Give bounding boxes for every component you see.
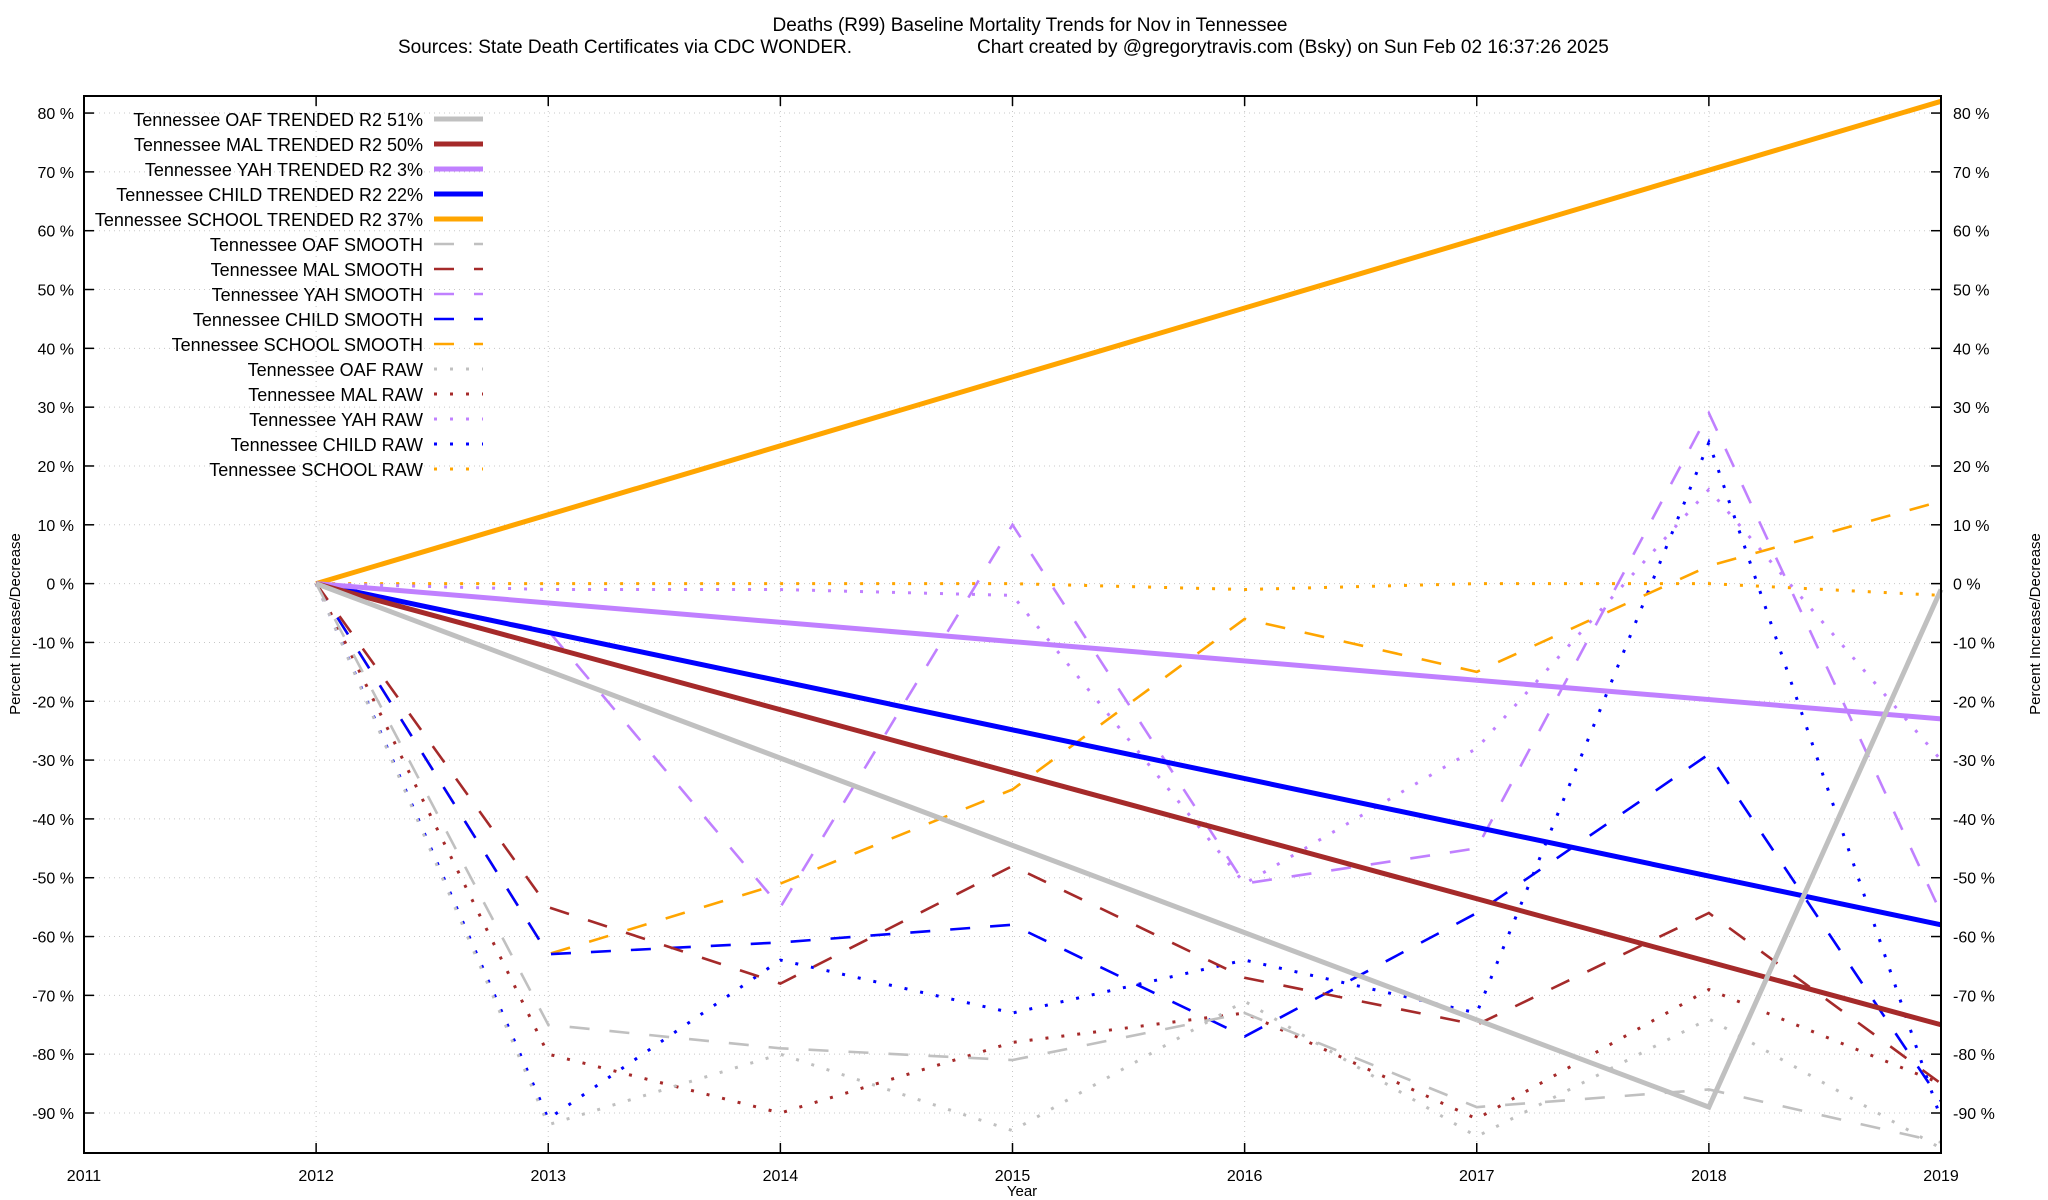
y-tick-label: 30 % (38, 400, 74, 417)
chart-subtitle-sources: Sources: State Death Certificates via CD… (398, 37, 852, 58)
y2-tick-label: -90 % (1953, 1106, 1995, 1123)
y-tick-label: 10 % (38, 518, 74, 535)
series-line-solid (315, 98, 1942, 587)
series-line-dashed (315, 582, 1943, 1102)
x-tick-label: 2011 (67, 1168, 102, 1185)
legend-label: Tennessee SCHOOL TRENDED R2 37% (95, 210, 423, 230)
y2-tick-label: 0 % (1953, 577, 1981, 594)
y2-tick-label: -50 % (1953, 871, 1995, 888)
y2-tick-label: -10 % (1953, 635, 1995, 652)
series-line-dotted (316, 582, 1942, 597)
y2-tick-label: -40 % (1953, 812, 1995, 829)
y-tick-label: 20 % (38, 459, 74, 476)
legend-label: Tennessee OAF TRENDED R2 51% (133, 110, 423, 130)
y-tick-label: -90 % (32, 1106, 74, 1123)
axes: 2011 2012 2013 2014 2015 2016 2017 2018 2019 80 %… (32, 96, 1995, 1185)
y-tick-label: -10 % (32, 635, 74, 652)
y2-tick-label: -70 % (1953, 988, 1995, 1005)
chart-subtitle-credit: Chart created by @gregorytravis.com (Bsk… (977, 37, 1609, 58)
y-tick-label: -20 % (32, 694, 74, 711)
y-tick-label: 80 % (38, 106, 74, 123)
y-tick-label: -40 % (32, 812, 74, 829)
x-tick-label: 2018 (1691, 1168, 1727, 1185)
y-tick-label: -80 % (32, 1047, 74, 1064)
legend-label: Tennessee SCHOOL RAW (209, 460, 423, 480)
series-line-solid (315, 581, 1944, 1111)
x-tick-label: 2012 (298, 1168, 334, 1185)
legend-label: Tennessee YAH TRENDED R2 3% (145, 160, 423, 180)
y2-tick-label: 60 % (1953, 224, 1989, 241)
series-line-dotted (316, 487, 1943, 886)
series-line-solid (315, 581, 1942, 722)
y-tick-label: 40 % (38, 341, 74, 358)
x-tick-label: 2013 (530, 1168, 566, 1185)
y-tick-label: -30 % (32, 753, 74, 770)
series-line-dotted (314, 582, 1942, 1121)
legend-label: Tennessee OAF RAW (248, 360, 423, 380)
x-axis-label: Year (1007, 1183, 1037, 1200)
series-layer (314, 98, 1944, 1150)
x-tick-label: 2015 (995, 1168, 1031, 1185)
y2-tick-label: -30 % (1953, 753, 1995, 770)
y-tick-label: 70 % (38, 165, 74, 182)
legend-label: Tennessee CHILD TRENDED R2 22% (116, 185, 423, 205)
x-tick-label: 2017 (1459, 1168, 1495, 1185)
legend: Tennessee OAF TRENDED R2 51% Tennessee MA… (95, 110, 483, 480)
legend-label: Tennessee MAL RAW (248, 385, 423, 405)
legend-label: Tennessee SCHOOL SMOOTH (172, 335, 423, 355)
y2-tick-label: 10 % (1953, 518, 1989, 535)
y2-axis-label: Percent Increase/Decrease (2027, 533, 2044, 715)
y-tick-label: 50 % (38, 283, 74, 300)
series-line-dashed (315, 582, 1942, 1085)
series-line-dashed (314, 583, 1942, 1144)
y-tick-label: -50 % (32, 871, 74, 888)
y-tick-label: -60 % (32, 930, 74, 947)
y-tick-label: 60 % (38, 224, 74, 241)
legend-label: Tennessee MAL TRENDED R2 50% (134, 135, 423, 155)
series-line-solid (315, 581, 1942, 928)
y2-tick-label: 80 % (1953, 106, 1989, 123)
series-line-solid (315, 581, 1942, 1028)
legend-label: Tennessee CHILD SMOOTH (193, 310, 423, 330)
x-tick-label: 2016 (1227, 1168, 1263, 1185)
y2-tick-label: 70 % (1953, 165, 1989, 182)
y2-tick-label: 50 % (1953, 283, 1989, 300)
y-axis-label: Percent Increase/Decrease (7, 533, 24, 715)
series-line-dashed (315, 410, 1943, 914)
legend-label: Tennessee YAH RAW (249, 410, 423, 430)
legend-label: Tennessee CHILD RAW (231, 435, 423, 455)
y2-tick-label: 40 % (1953, 341, 1989, 358)
legend-label: Tennessee MAL SMOOTH (211, 260, 423, 280)
series-line-dashed (315, 500, 1942, 956)
y-tick-label: -70 % (32, 988, 74, 1005)
y2-tick-label: -20 % (1953, 694, 1995, 711)
legend-label: Tennessee OAF SMOOTH (210, 235, 423, 255)
y2-tick-label: 20 % (1953, 459, 1989, 476)
series-line-dotted (314, 583, 1942, 1150)
x-tick-label: 2019 (1923, 1168, 1959, 1185)
series-line-dotted (314, 438, 1943, 1122)
y-tick-label: 0 % (46, 577, 74, 594)
y2-tick-label: 30 % (1953, 400, 1989, 417)
y2-tick-label: -80 % (1953, 1047, 1995, 1064)
legend-label: Tennessee YAH SMOOTH (212, 285, 423, 305)
chart-title: Deaths (R99) Baseline Mortality Trends f… (772, 15, 1287, 36)
y2-tick-label: -60 % (1953, 930, 1995, 947)
x-tick-label: 2014 (763, 1168, 799, 1185)
